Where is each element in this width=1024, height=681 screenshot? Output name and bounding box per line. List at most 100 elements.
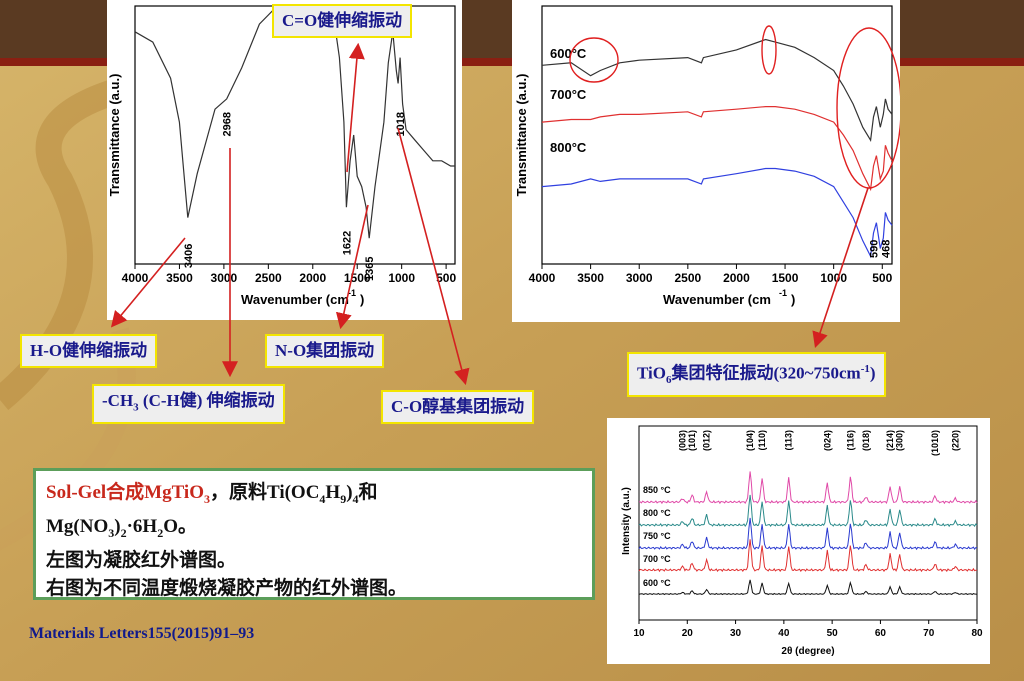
x-axis-label: Wavenumber (cm — [241, 292, 349, 307]
xrd-series-label: 800 °C — [643, 508, 671, 518]
ch3-sub: 3 — [133, 401, 139, 414]
note-line-2: Mg(NO3)2·6H2O。 — [46, 515, 197, 540]
x-tick-label: 80 — [971, 628, 983, 639]
x-tick-label: 20 — [682, 628, 694, 639]
xrd-chart: 10 20 30 40 50 60 70 80 2θ (degree) Intensity (a.… — [621, 425, 983, 657]
peak-label: 1622 — [341, 231, 353, 255]
hkl-label: (214) — [885, 430, 895, 451]
hkl-label: (1010) — [930, 430, 940, 456]
series-label: 800°C — [550, 140, 587, 155]
xrd-series-label: 700 °C — [643, 554, 671, 564]
plot-frame — [541, 5, 893, 265]
reference-citation: Materials Letters155(2015)91–93 — [29, 625, 255, 642]
tio6-sub: 6 — [665, 374, 672, 387]
peak-label: 468 — [880, 240, 892, 258]
x-tick-label: 1000 — [820, 271, 847, 285]
hkl-label: (012) — [702, 430, 712, 451]
x-tick-label: 50 — [827, 628, 839, 639]
tio6-text: TiO — [637, 363, 666, 383]
tio6-end: ) — [869, 363, 876, 383]
series-line-800°C — [541, 167, 893, 259]
x-tick-label: 40 — [778, 628, 790, 639]
y-axis-label: Transmittance (a.u.) — [107, 74, 122, 197]
xrd-series-line — [638, 517, 978, 551]
x-tick-label: 3000 — [626, 271, 653, 285]
series-label: 700°C — [550, 87, 587, 102]
highlight-ellipse — [761, 25, 777, 75]
ftir-calcined-chart-panel: 4000 3500 3000 2500 2000 1500 1000 500 Wavenumbe… — [512, 0, 902, 322]
xrd-series-line — [638, 471, 978, 505]
label-co-stretch: C=O健伸缩振动 — [272, 4, 413, 38]
x-tick-label: 2500 — [255, 271, 282, 285]
note-line-3: 左图为凝胶红外谱图。 — [46, 549, 237, 571]
peak-label: 2968 — [222, 112, 234, 136]
x-tick-label: 4000 — [529, 271, 556, 285]
x-tick-label: 70 — [923, 628, 935, 639]
x-axis-label: Wavenumber (cm — [663, 292, 771, 307]
hkl-label: (110) — [757, 430, 767, 451]
xrd-series-label: 600 °C — [643, 578, 671, 588]
peak-label: 590 — [869, 240, 881, 258]
x-tick-label: 4000 — [122, 271, 149, 285]
hkl-label: (024) — [822, 430, 832, 451]
hkl-label: (104) — [745, 430, 755, 451]
x-tick-label: 3000 — [211, 271, 238, 285]
label-tio6: TiO6集团特征振动(320~750cm-1) — [627, 352, 886, 398]
xrd-chart-panel: 10 20 30 40 50 60 70 80 2θ (degree) Intensity (a.… — [607, 418, 990, 664]
highlight-ellipse — [569, 37, 619, 83]
series-line-600°C — [541, 38, 893, 142]
x-tick-label: 2000 — [299, 271, 326, 285]
synthesis-note: Sol-Gel合成MgTiO3，原料Ti(OC4H9)4和 Mg(NO3)2·6… — [33, 468, 595, 600]
xrd-series-line — [638, 494, 978, 528]
x-tick-label: 2500 — [674, 271, 701, 285]
label-ho-stretch: H-O健伸缩振动 — [20, 334, 158, 368]
x-axis-label-sup: -1 — [779, 288, 787, 298]
peak-label: 3406 — [183, 244, 195, 268]
tio6-sup: -1 — [860, 363, 870, 375]
y-axis-label: Transmittance (a.u.) — [514, 74, 529, 197]
xrd-series-line — [638, 579, 978, 596]
ch3-text: -CH — [102, 391, 134, 410]
hkl-label: (018) — [861, 430, 871, 451]
x-tick-label: 10 — [633, 628, 645, 639]
ch3-rest: (C-H健) 伸缩振动 — [138, 391, 275, 410]
label-ch3-stretch: -CH3 (C-H健) 伸缩振动 — [92, 384, 285, 425]
x-tick-label: 2000 — [723, 271, 750, 285]
plot-frame — [638, 425, 978, 621]
tio6-mid: 集团特征振动(320~750cm — [671, 363, 861, 383]
label-no-group: N-O集团振动 — [265, 334, 385, 368]
hkl-label: (113) — [784, 430, 794, 451]
x-tick-label: 1500 — [772, 271, 799, 285]
hkl-label: (220) — [950, 430, 960, 451]
highlight-ellipse — [836, 27, 902, 189]
x-tick-label: 3500 — [166, 271, 193, 285]
hkl-label: (003) — [677, 430, 687, 451]
hkl-label: (300) — [895, 430, 905, 451]
peak-label: 1365 — [364, 257, 376, 281]
hkl-label: (101) — [687, 430, 697, 451]
x-axis-label-close: ) — [791, 292, 795, 307]
x-tick-label: 500 — [872, 271, 892, 285]
ftir-gel-chart-panel: 4000 3500 3000 2500 2000 1500 1000 500 Wavenumbe… — [107, 0, 462, 320]
hkl-label: (116) — [845, 430, 855, 451]
x-axis-label: 2θ (degree) — [781, 646, 834, 657]
x-tick-label: 1000 — [388, 271, 415, 285]
x-tick-label: 60 — [875, 628, 887, 639]
xrd-series-label: 850 °C — [643, 485, 671, 495]
y-axis-label: Intensity (a.u.) — [621, 487, 632, 555]
note-line-4: 右图为不同温度煅烧凝胶产物的红外谱图。 — [46, 577, 408, 599]
xrd-series-label: 750 °C — [643, 531, 671, 541]
peak-label: 1018 — [395, 112, 407, 136]
note-line-1: Sol-Gel合成MgTiO3，原料Ti(OC4H9)4和 — [46, 482, 378, 506]
x-axis-label-sup: -1 — [348, 288, 356, 298]
x-tick-label: 30 — [730, 628, 742, 639]
ftir-calcined-chart: 4000 3500 3000 2500 2000 1500 1000 500 Wavenumbe… — [514, 5, 902, 307]
series-line-700°C — [541, 106, 893, 192]
x-tick-label: 3500 — [577, 271, 604, 285]
x-axis-label-close: ) — [360, 292, 364, 307]
x-tick-label: 500 — [436, 271, 456, 285]
xrd-series-line — [638, 539, 978, 573]
note-highlight: Sol-Gel合成MgTiO3 — [46, 482, 210, 506]
ftir-gel-chart: 4000 3500 3000 2500 2000 1500 1000 500Wavenumbe… — [107, 4, 456, 307]
series-label: 600°C — [550, 46, 587, 61]
